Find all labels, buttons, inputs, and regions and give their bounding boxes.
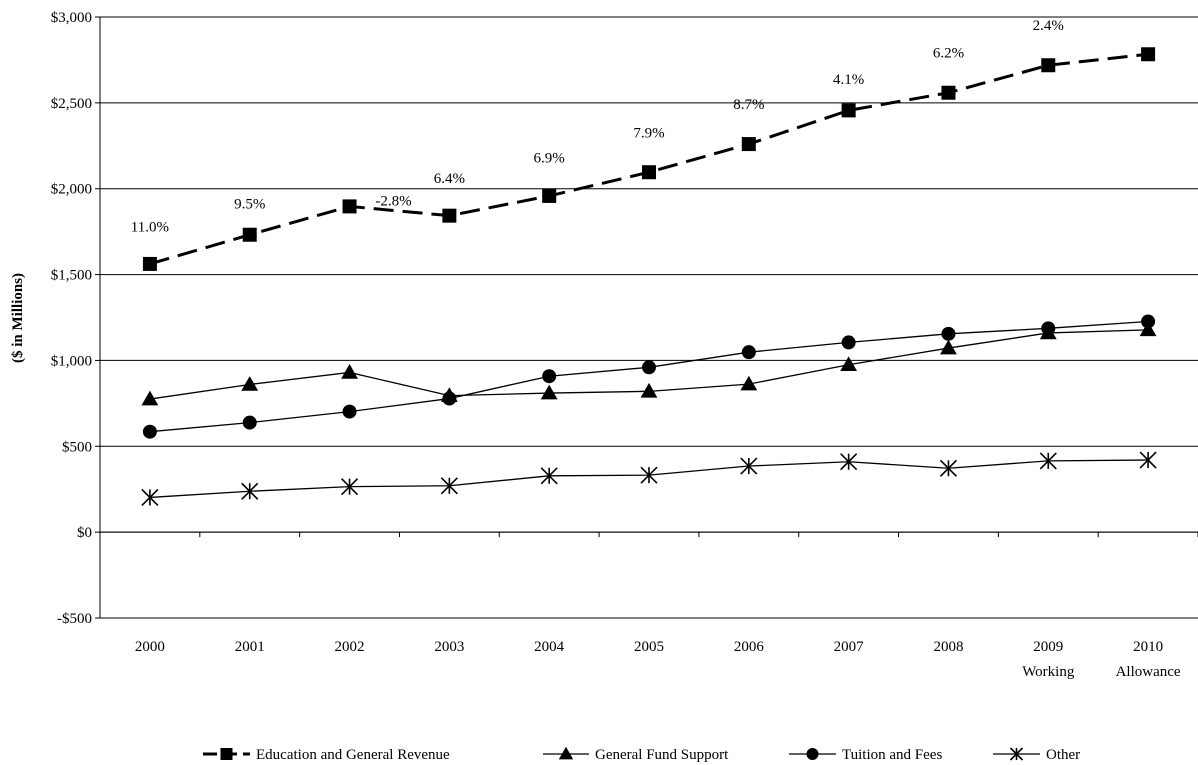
asterisk-marker <box>1139 451 1157 469</box>
triangle-marker <box>840 356 858 372</box>
square-marker <box>542 188 557 203</box>
annotations: 11.0% 9.5% -2.8% 6.4% 6.9% 7.9% 8.7% 4.1% 6.2% 2.… <box>131 18 1064 235</box>
x-tick-label: 2008 <box>933 639 963 655</box>
percent-annotation: 6.9% <box>534 150 565 166</box>
asterisk-marker <box>840 453 858 471</box>
x-tick-labels: 2000 2001 2002 2003 2004 2005 2006 2007 2008 2009… <box>135 639 1181 680</box>
legend-label: Education and General Revenue <box>256 747 450 763</box>
circle-marker <box>841 335 856 350</box>
circle-marker <box>1141 314 1156 329</box>
asterisk-marker <box>540 467 558 485</box>
y-axis-label: ($ in Millions) <box>10 273 26 363</box>
circle-marker <box>542 369 557 384</box>
percent-annotation: 6.2% <box>933 46 964 62</box>
x-tick-sublabel: Working <box>1022 664 1075 680</box>
x-tick-label: 2009 <box>1033 639 1063 655</box>
triangle-marker <box>940 339 957 355</box>
square-marker <box>741 137 756 152</box>
percent-annotation: 6.4% <box>434 171 465 187</box>
y-tick-label: $0 <box>77 525 92 541</box>
square-marker <box>642 165 656 180</box>
percent-annotation: 11.0% <box>131 219 169 235</box>
square-marker <box>220 748 233 760</box>
asterisk-marker <box>340 478 359 496</box>
circle-marker <box>941 326 956 341</box>
square-marker <box>342 199 357 214</box>
asterisk-marker <box>740 457 758 475</box>
legend-item: Other <box>993 747 1080 763</box>
circle-marker <box>741 345 756 360</box>
y-tick-label: $500 <box>62 439 92 455</box>
y-tick-label: $3,000 <box>51 10 92 26</box>
legend-item: General Fund Support <box>543 746 729 763</box>
square-marker <box>1141 47 1156 62</box>
asterisk-marker <box>1039 452 1057 470</box>
x-tick-sublabel: Allowance <box>1116 664 1181 680</box>
circle-marker <box>242 415 257 430</box>
asterisk-marker <box>939 459 958 477</box>
x-tick-label: 2005 <box>634 639 664 655</box>
triangle-marker <box>341 364 358 379</box>
asterisk-marker <box>241 482 259 500</box>
circle-marker <box>442 391 457 406</box>
asterisk-marker <box>640 466 658 484</box>
legend-label: Tuition and Fees <box>842 747 942 763</box>
x-tick-label: 2003 <box>434 639 464 655</box>
circle-marker <box>142 424 157 439</box>
square-marker <box>442 208 457 223</box>
asterisk-marker <box>1009 747 1024 761</box>
square-marker <box>841 103 856 118</box>
triangle-marker <box>241 376 259 391</box>
axes <box>99 17 1198 618</box>
triangle-marker <box>141 390 159 406</box>
legend: Education and General Revenue General Fun… <box>203 746 1080 763</box>
x-tick-label: 2000 <box>135 639 165 655</box>
x-tick-label: 2006 <box>734 639 765 655</box>
triangle-marker <box>740 375 758 391</box>
percent-annotation: 7.9% <box>633 125 664 141</box>
square-marker <box>242 227 257 242</box>
series-line <box>149 320 1149 433</box>
percent-annotation: 8.7% <box>733 97 764 113</box>
y-tick-label: $1,000 <box>51 353 92 369</box>
x-tick-label: 2002 <box>335 639 365 655</box>
circle-marker <box>342 404 357 419</box>
series-asterisk <box>141 451 1157 507</box>
x-tick-label: 2010 <box>1133 639 1163 655</box>
y-tick-labels: -$500 $0 $500 $1,000 $1,500 $2,000 $2,500 $3,00… <box>51 10 92 627</box>
series-group <box>141 47 1157 507</box>
x-tick-label: 2004 <box>534 639 565 655</box>
legend-label: General Fund Support <box>595 747 729 763</box>
square-marker <box>1041 58 1056 73</box>
circle-marker <box>1041 321 1056 336</box>
series-circle <box>142 314 1156 439</box>
series-line <box>149 52 1149 266</box>
circle-marker <box>806 748 819 760</box>
triangle-marker <box>558 746 574 760</box>
y-tick-label: -$500 <box>57 611 92 627</box>
circle-marker <box>642 360 656 375</box>
y-tick-label: $1,500 <box>51 268 92 284</box>
square-marker <box>941 85 956 100</box>
legend-item: Education and General Revenue <box>203 747 450 763</box>
legend-item: Tuition and Fees <box>789 747 942 763</box>
percent-annotation: 4.1% <box>833 72 864 88</box>
percent-annotation: -2.8% <box>375 194 411 210</box>
triangle-marker <box>640 382 658 398</box>
asterisk-marker <box>141 488 159 507</box>
series-square <box>142 47 1156 271</box>
square-marker <box>142 256 157 271</box>
x-tick-label: 2007 <box>834 639 865 655</box>
triangle-marker <box>540 384 558 400</box>
gridlines <box>95 16 1198 619</box>
y-tick-label: $2,000 <box>51 182 92 198</box>
triangle-marker <box>1139 321 1157 337</box>
asterisk-marker <box>440 477 458 495</box>
percent-annotation: 2.4% <box>1033 18 1064 34</box>
y-tick-label: $2,500 <box>51 96 92 112</box>
percent-annotation: 9.5% <box>234 196 265 212</box>
x-tick-label: 2001 <box>235 639 265 655</box>
legend-label: Other <box>1046 747 1080 763</box>
